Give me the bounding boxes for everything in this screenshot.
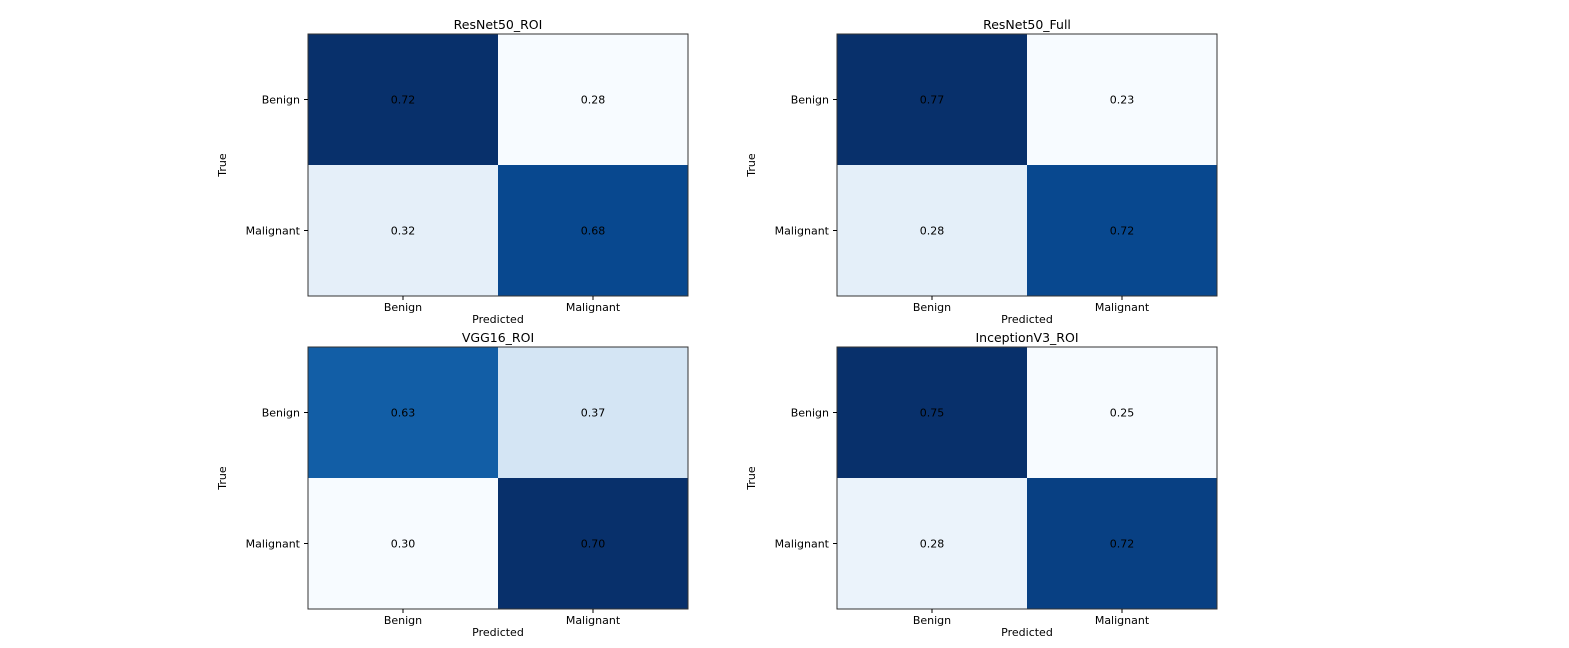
cell-value-label: 0.72	[391, 94, 416, 107]
cell-value-label: 0.63	[391, 407, 416, 420]
plot-frame	[836, 33, 1218, 297]
heatmap-cell	[837, 34, 1027, 165]
x-tick-label: Benign	[913, 614, 951, 627]
heatmap-cell	[498, 34, 688, 165]
heatmap-cell	[498, 478, 688, 609]
y-axis-label: True	[216, 466, 229, 491]
x-tick-label: Malignant	[566, 614, 621, 627]
chart-title: ResNet50_ROI	[454, 17, 543, 32]
y-tick-label: Malignant	[246, 538, 301, 551]
y-tick-label: Malignant	[775, 538, 830, 551]
cell-value-label: 0.28	[581, 94, 606, 107]
heatmap-cell	[1027, 347, 1217, 478]
chart-title: VGG16_ROI	[462, 330, 534, 345]
heatmap-cell	[1027, 165, 1217, 296]
x-tick-label: Benign	[913, 301, 951, 314]
x-tick-label: Benign	[384, 614, 422, 627]
plot-frame	[307, 346, 689, 610]
heatmap-cell	[308, 347, 498, 478]
heatmap-cell	[837, 478, 1027, 609]
y-axis-label: True	[216, 153, 229, 178]
confusion-matrix-panel: 0.75 0.25 0.28 0.72 InceptionV3_ROI Benign Mal…	[745, 330, 1218, 639]
heatmap-cell	[1027, 34, 1217, 165]
y-axis-label: True	[745, 153, 758, 178]
cell-value-label: 0.70	[581, 538, 606, 551]
heatmap-cell	[837, 347, 1027, 478]
heatmap-cell	[308, 165, 498, 296]
cell-value-label: 0.37	[581, 407, 606, 420]
cell-value-label: 0.72	[1110, 225, 1135, 238]
y-tick-label: Malignant	[775, 225, 830, 238]
cell-value-label: 0.32	[391, 225, 416, 238]
confusion-matrix-panel: 0.77 0.23 0.28 0.72 ResNet50_Full Benign Malig…	[745, 17, 1218, 326]
cell-value-label: 0.75	[920, 407, 945, 420]
cell-value-label: 0.77	[920, 94, 945, 107]
cell-value-label: 0.28	[920, 538, 945, 551]
y-tick-label: Benign	[262, 407, 300, 420]
y-tick-label: Benign	[791, 407, 829, 420]
cell-value-label: 0.30	[391, 538, 416, 551]
y-tick-label: Benign	[262, 94, 300, 107]
plot-frame	[836, 346, 1218, 610]
x-axis-label: Predicted	[472, 626, 524, 639]
x-tick-label: Benign	[384, 301, 422, 314]
heatmap-cell	[308, 34, 498, 165]
x-axis-label: Predicted	[1001, 626, 1053, 639]
cell-value-label: 0.25	[1110, 407, 1135, 420]
confusion-matrix-panel: 0.72 0.28 0.32 0.68 ResNet50_ROI Benign Malign…	[216, 17, 689, 326]
plot-frame	[307, 33, 689, 297]
heatmap-cell	[308, 478, 498, 609]
y-tick-label: Benign	[791, 94, 829, 107]
x-tick-label: Malignant	[1095, 614, 1150, 627]
heatmap-cell	[498, 165, 688, 296]
heatmap-cell	[498, 347, 688, 478]
cell-value-label: 0.72	[1110, 538, 1135, 551]
cell-value-label: 0.23	[1110, 94, 1135, 107]
cell-value-label: 0.28	[920, 225, 945, 238]
y-tick-label: Malignant	[246, 225, 301, 238]
x-axis-label: Predicted	[1001, 313, 1053, 326]
x-tick-label: Malignant	[566, 301, 621, 314]
chart-title: InceptionV3_ROI	[975, 330, 1078, 345]
confusion-matrix-panel: 0.63 0.37 0.30 0.70 VGG16_ROI Benign Malignant…	[216, 330, 689, 639]
x-axis-label: Predicted	[472, 313, 524, 326]
cell-value-label: 0.68	[581, 225, 606, 238]
heatmap-cell	[1027, 478, 1217, 609]
y-axis-label: True	[745, 466, 758, 491]
x-tick-label: Malignant	[1095, 301, 1150, 314]
heatmap-cell	[837, 165, 1027, 296]
chart-title: ResNet50_Full	[983, 17, 1071, 32]
